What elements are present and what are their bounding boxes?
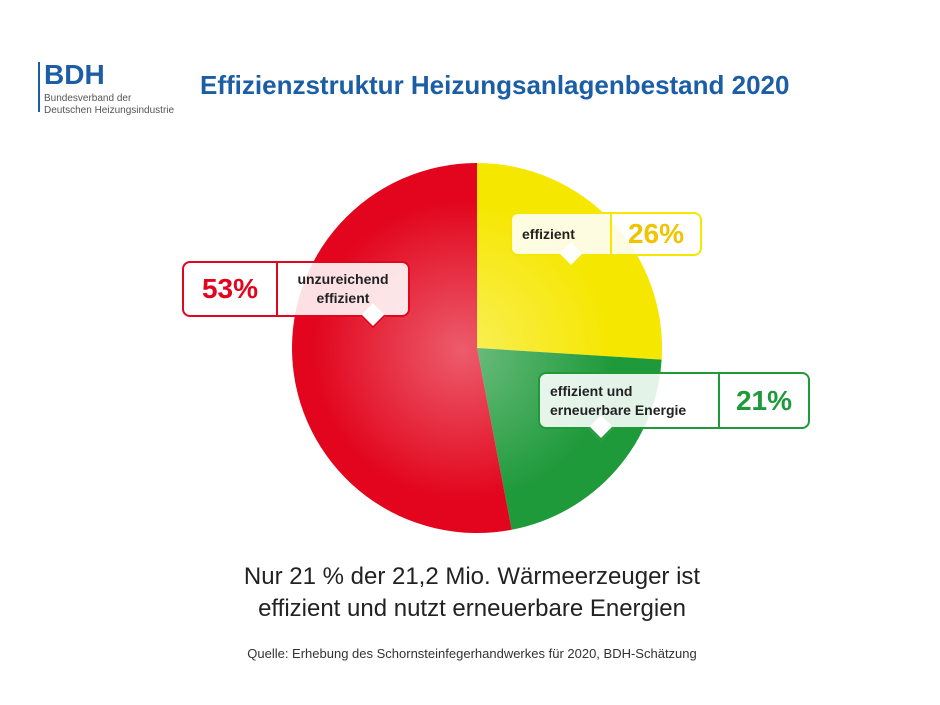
logo-name: BDH — [44, 59, 105, 90]
subtitle: Nur 21 % der 21,2 Mio. Wärmeerzeuger ist — [244, 563, 701, 590]
callout: 53% unzureichend effizient — [182, 261, 410, 329]
value-label: 53% — [184, 263, 278, 315]
callout: effizient 26% — [510, 212, 702, 268]
logo-line: Deutschen Heizungsindustrie — [44, 105, 175, 116]
subtitle: effizient und nutzt erneuerbare Energien — [258, 595, 686, 622]
logo-line: Bundesverband der — [44, 93, 132, 104]
category-label: effizient — [522, 225, 575, 242]
category-label: unzureichend effizient — [297, 271, 389, 306]
source: Quelle: Erhebung des Schornsteinfegerhan… — [247, 646, 697, 661]
logo-bar — [38, 62, 40, 112]
callout: effizient und erneuerbare Energie 21% — [538, 372, 810, 441]
chart-title: Effizienzstruktur Heizungsanlagenbestand… — [200, 70, 789, 100]
value-label: 21% — [718, 374, 808, 427]
category-label: effizient und erneuerbare Energie — [550, 382, 687, 418]
value-label: 26% — [610, 214, 700, 254]
